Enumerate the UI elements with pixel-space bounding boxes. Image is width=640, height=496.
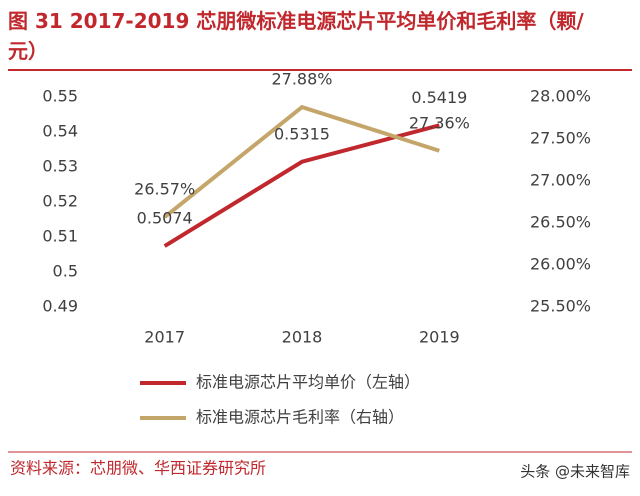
y2-tick-label: 25.50% — [530, 297, 591, 316]
y2-tick-label: 28.00% — [530, 87, 591, 106]
data-label: 27.36% — [409, 113, 470, 132]
data-label: 0.5074 — [137, 209, 193, 228]
data-label: 0.5315 — [274, 124, 330, 143]
legend-label: 标准电源芯片毛利率（右轴） — [196, 408, 404, 427]
y-tick-label: 0.55 — [42, 87, 78, 106]
x-tick-label: 2019 — [419, 328, 460, 347]
y-tick-label: 0.51 — [42, 227, 78, 246]
y2-tick-label: 27.00% — [530, 171, 591, 190]
x-tick-label: 2018 — [282, 328, 323, 347]
y2-tick-label: 27.50% — [530, 129, 591, 148]
y-tick-label: 0.5 — [53, 262, 78, 281]
watermark: 头条 @未来智库 — [520, 463, 630, 481]
chart-title: 图 31 2017-2019 芯朋微标准电源芯片平均单价和毛利率（颗/元） — [8, 9, 584, 63]
series-line — [163, 104, 440, 219]
x-tick-label: 2017 — [144, 328, 185, 347]
data-label: 0.5419 — [411, 88, 467, 107]
y2-tick-label: 26.50% — [530, 213, 591, 232]
source: 资料来源：芯朋微、华西证券研究所 — [10, 459, 266, 478]
data-label: 27.88% — [271, 70, 332, 89]
y2-tick-label: 26.00% — [530, 255, 591, 274]
legend-label: 标准电源芯片平均单价（左轴） — [196, 373, 420, 392]
data-label: 26.57% — [134, 180, 195, 199]
y-tick-label: 0.53 — [42, 157, 78, 176]
y-tick-label: 0.54 — [42, 122, 78, 141]
y-tick-label: 0.49 — [42, 297, 78, 316]
y-tick-label: 0.52 — [42, 192, 78, 211]
